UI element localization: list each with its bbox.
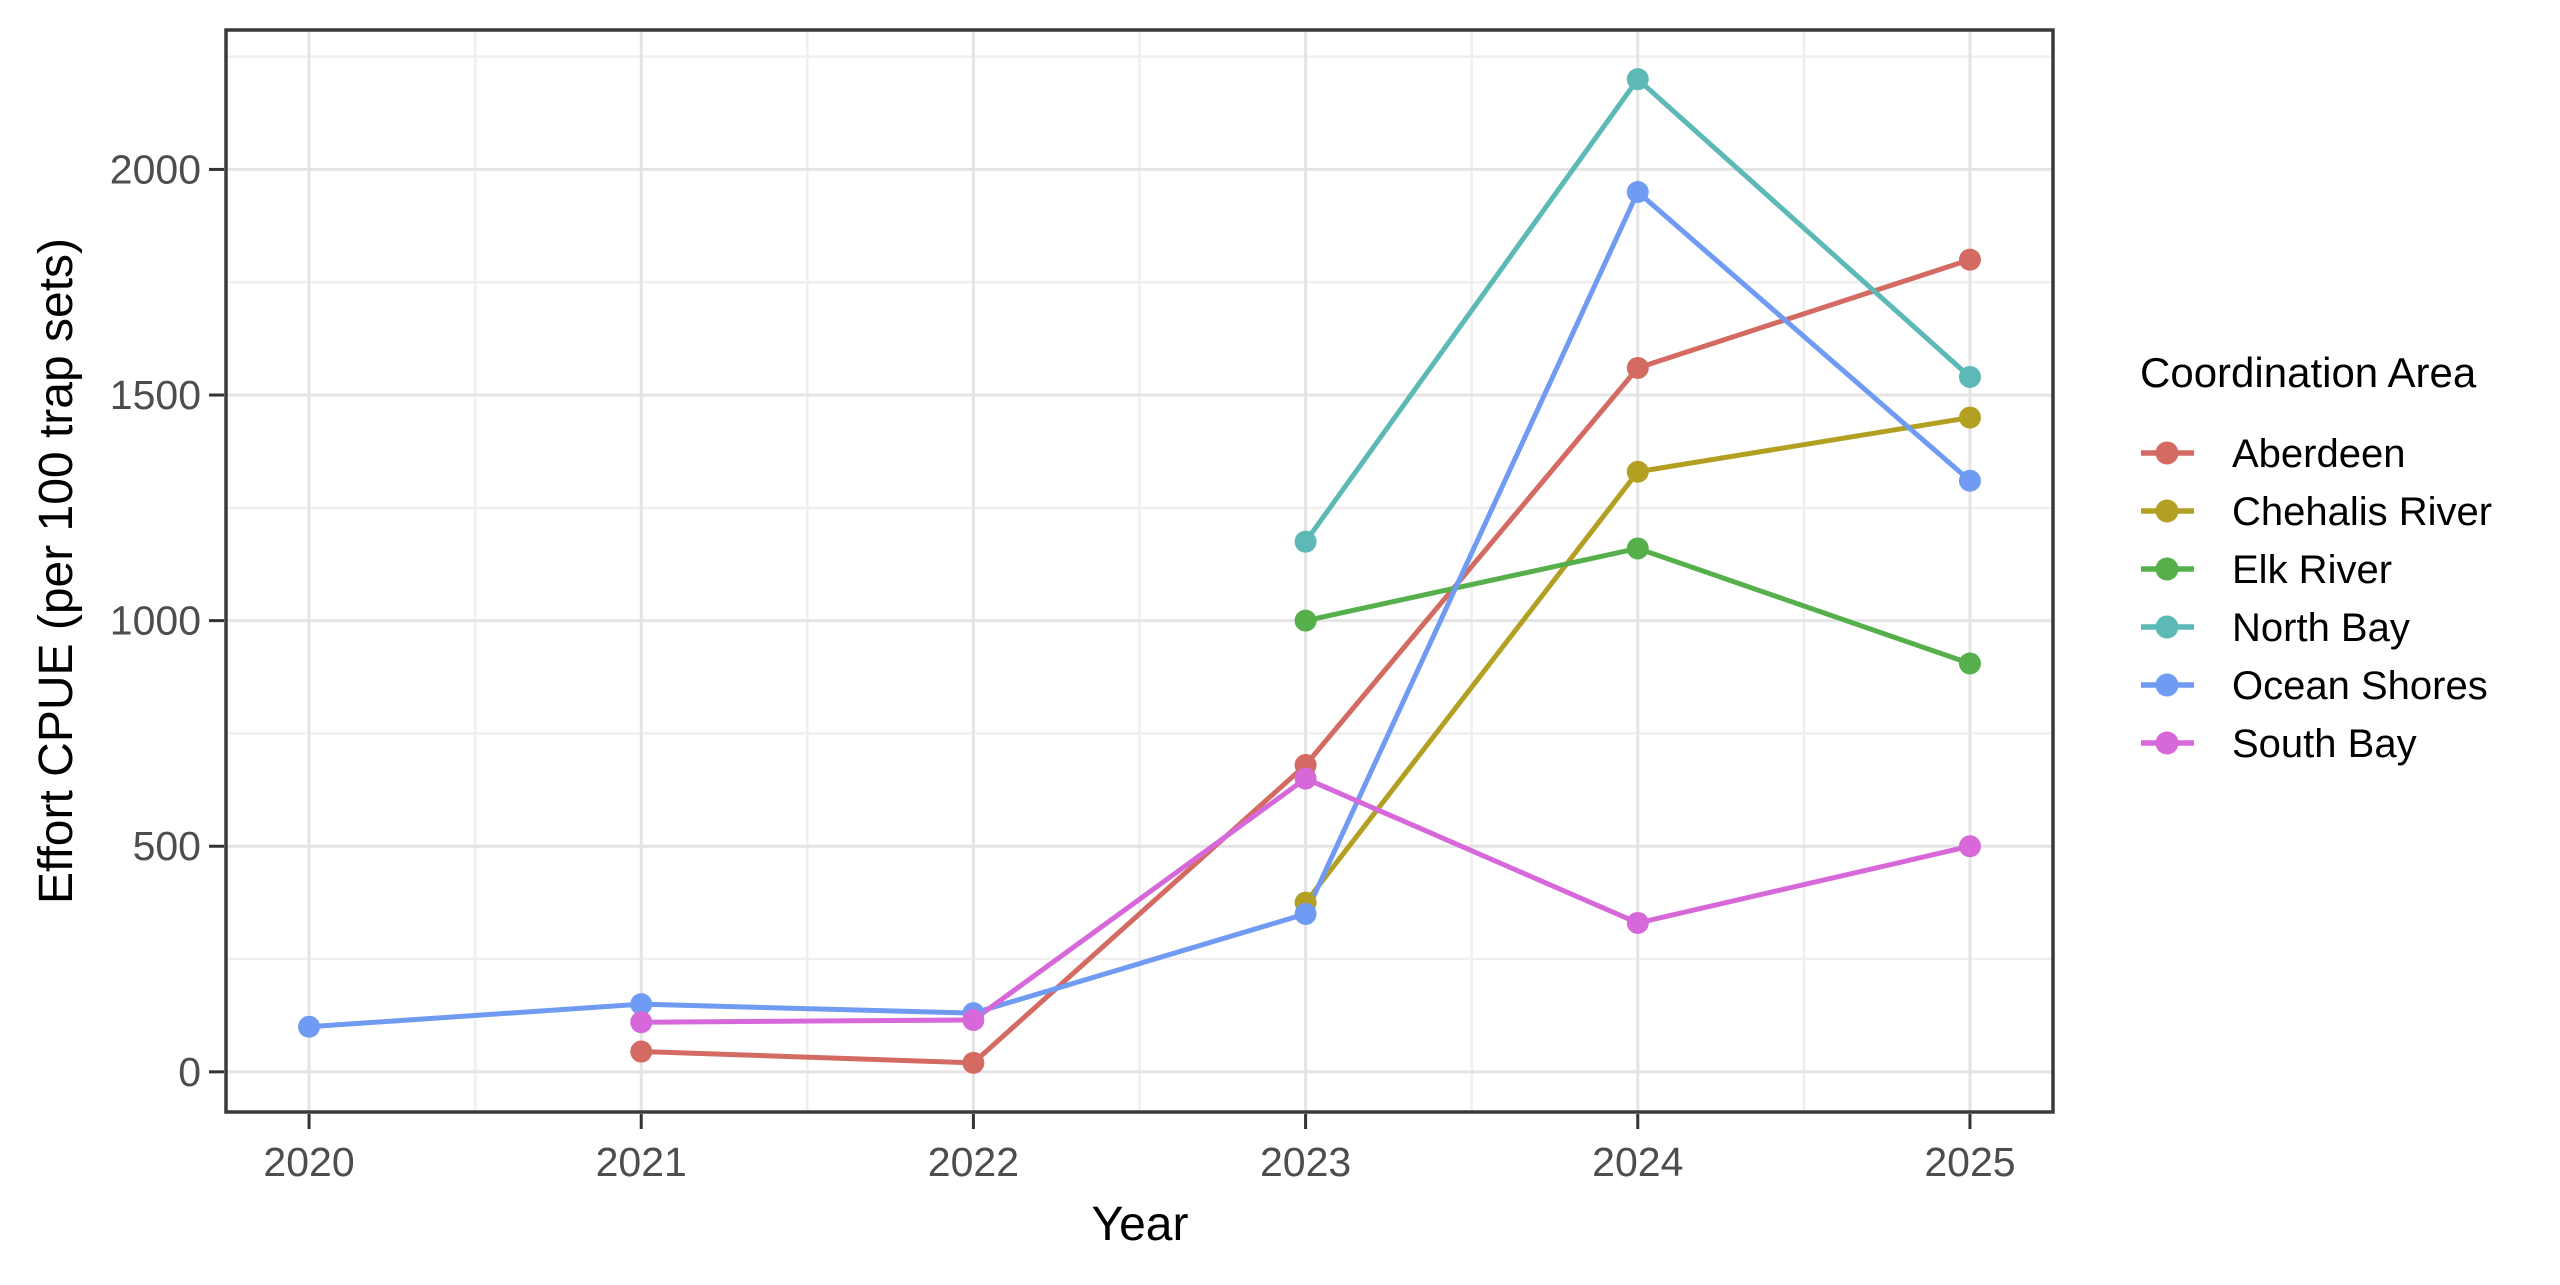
- axis-ticks-layer: [209, 167, 1972, 1129]
- data-point-south-bay-2021: [630, 1011, 653, 1034]
- x-axis-title: Year: [1092, 1198, 1189, 1251]
- legend-item-aberdeen: Aberdeen: [2141, 432, 2405, 476]
- data-point-chehalis-river-2024: [1626, 460, 1649, 483]
- legend-item-chehalis-river: Chehalis River: [2141, 490, 2492, 534]
- legend-key-point: [2155, 731, 2179, 755]
- data-point-ocean-shores-2020: [298, 1015, 321, 1038]
- y-tick-label-2000: 2000: [110, 146, 201, 192]
- legend-label: Elk River: [2232, 548, 2392, 592]
- legend-label: Chehalis River: [2232, 490, 2492, 534]
- legend-item-elk-river: Elk River: [2141, 548, 2392, 592]
- data-point-south-bay-2025: [1958, 835, 1981, 858]
- data-point-chehalis-river-2025: [1958, 406, 1981, 429]
- y-tick-label-1000: 1000: [110, 598, 201, 644]
- legend-key-point: [2155, 557, 2179, 581]
- legend-item-ocean-shores: Ocean Shores: [2141, 664, 2488, 708]
- data-point-ocean-shores-2021: [630, 993, 653, 1016]
- x-tick-label-2023: 2023: [1260, 1139, 1351, 1185]
- panel-border-layer: [224, 28, 2055, 1114]
- series-line-ocean-shores: [308, 189, 1972, 1030]
- data-point-aberdeen-2024: [1626, 356, 1649, 379]
- axis-tick-labels-layer: 2020 2021 2022 2023 2024 2025 0 500 1000 1500 2000: [110, 146, 2016, 1185]
- data-point-aberdeen-2022: [962, 1051, 985, 1074]
- data-point-south-bay-2023: [1294, 767, 1317, 790]
- y-axis-title: Effort CPUE (per 100 trap sets): [30, 238, 83, 904]
- legend-label: Ocean Shores: [2232, 664, 2488, 708]
- y-tick-label-0: 0: [178, 1049, 201, 1095]
- x-tick-label-2020: 2020: [263, 1139, 354, 1185]
- data-point-south-bay-2024: [1626, 911, 1649, 934]
- legend-key-point: [2155, 673, 2179, 697]
- data-point-ocean-shores-2024: [1626, 180, 1649, 203]
- legend-label: South Bay: [2232, 722, 2417, 766]
- grid-minor-layer: [226, 30, 2053, 1112]
- data-point-south-bay-2022: [962, 1008, 985, 1031]
- data-point-aberdeen-2021: [630, 1040, 653, 1063]
- x-tick-label-2025: 2025: [1924, 1139, 2015, 1185]
- legend-layer: Aberdeen Chehalis River Elk River North Bay…: [2141, 432, 2492, 766]
- data-point-elk-river-2023: [1294, 609, 1317, 632]
- x-tick-label-2022: 2022: [928, 1139, 1019, 1185]
- legend-item-south-bay: South Bay: [2141, 722, 2417, 766]
- panel-border: [224, 28, 2055, 1114]
- data-point-elk-river-2025: [1958, 652, 1981, 675]
- data-point-ocean-shores-2023: [1294, 902, 1317, 925]
- x-tick-label-2021: 2021: [596, 1139, 687, 1185]
- legend-key-point: [2155, 499, 2179, 523]
- data-point-north-bay-2023: [1294, 530, 1317, 553]
- data-point-elk-river-2024: [1626, 537, 1649, 560]
- y-tick-label-1500: 1500: [110, 372, 201, 418]
- x-tick-label-2024: 2024: [1592, 1139, 1683, 1185]
- data-point-ocean-shores-2025: [1958, 469, 1981, 492]
- legend-label: North Bay: [2232, 606, 2410, 650]
- legend-key-point: [2155, 615, 2179, 639]
- legend-label: Aberdeen: [2232, 432, 2405, 476]
- legend-key-point: [2155, 441, 2179, 465]
- grid-major-layer: [226, 30, 2053, 1112]
- data-point-north-bay-2024: [1626, 68, 1649, 91]
- y-tick-label-500: 500: [133, 823, 201, 869]
- data-point-aberdeen-2025: [1958, 248, 1981, 271]
- data-point-north-bay-2025: [1958, 365, 1981, 388]
- series-points-layer: [298, 68, 1981, 1074]
- legend-item-north-bay: North Bay: [2141, 606, 2410, 650]
- legend-title: Coordination Area: [2140, 349, 2477, 396]
